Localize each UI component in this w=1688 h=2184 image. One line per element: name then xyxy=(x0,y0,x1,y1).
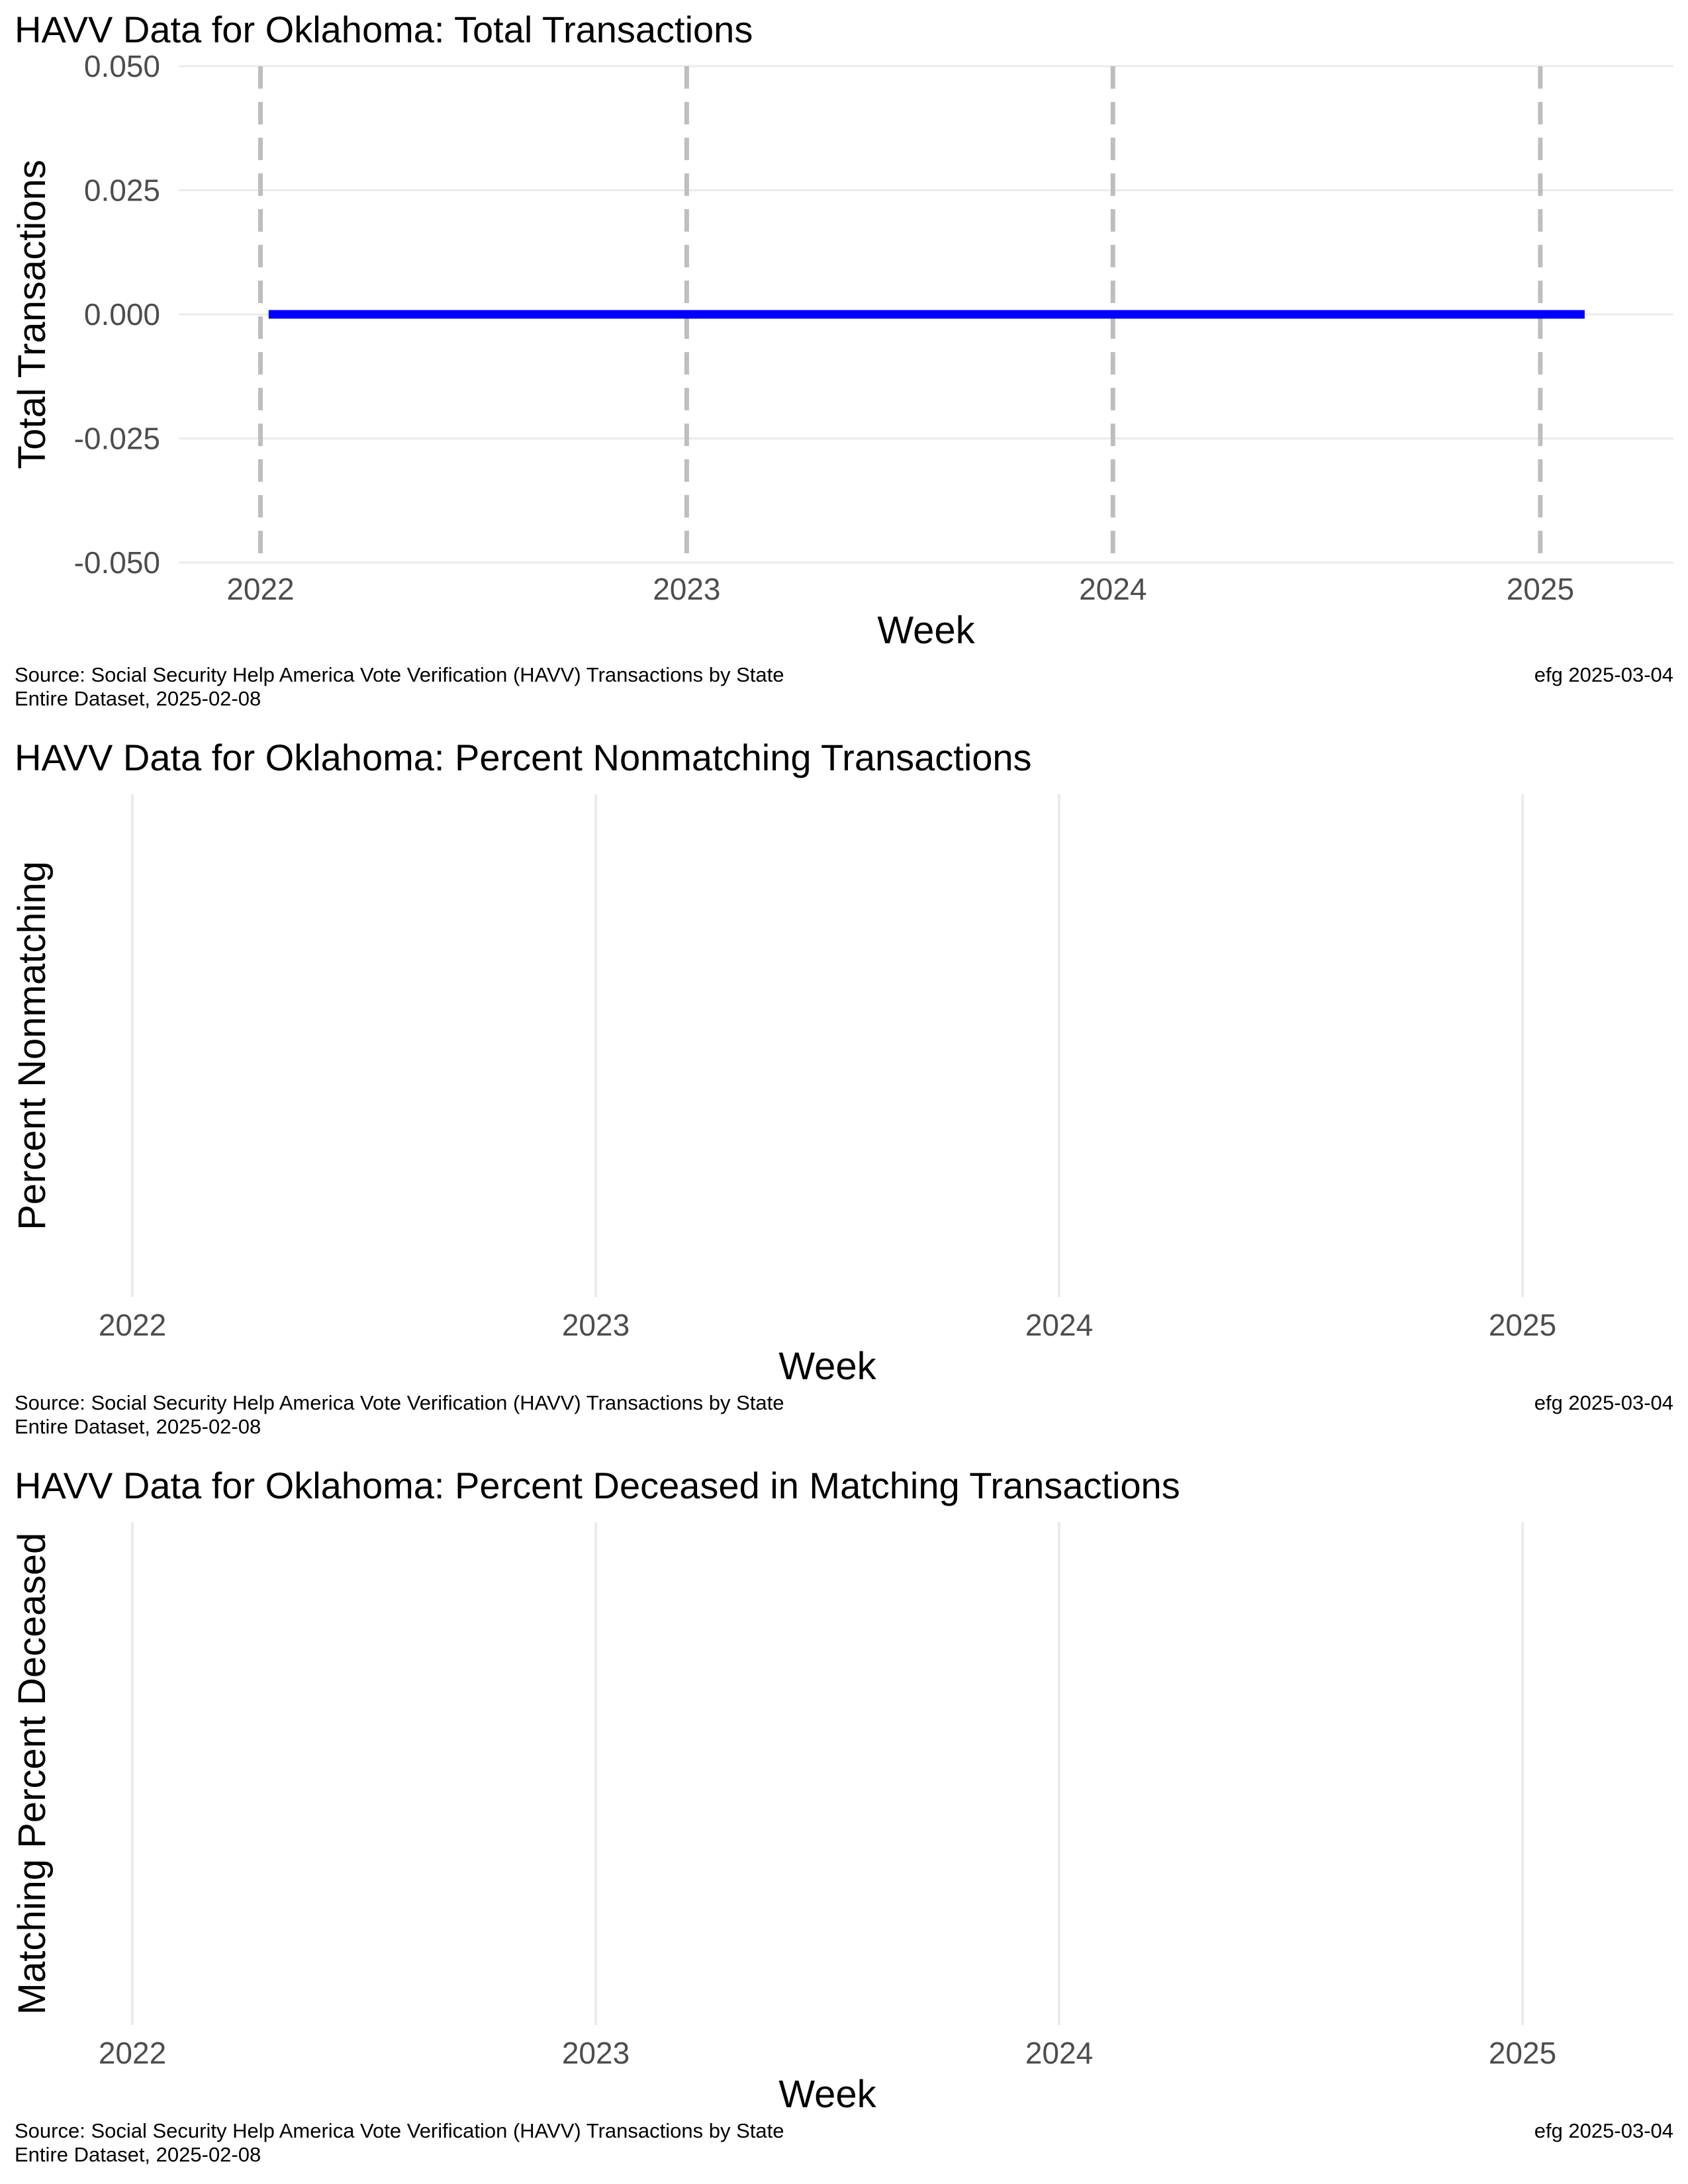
source-line-2: Entire Dataset, 2025-02-08 xyxy=(15,2143,261,2166)
chart-title: HAVV Data for Oklahoma: Total Transactio… xyxy=(15,9,753,50)
source-line-1: Source: Social Security Help America Vot… xyxy=(15,663,784,686)
chart-title: HAVV Data for Oklahoma: Percent Nonmatch… xyxy=(15,737,1032,778)
chart-panel-percent-nonmatching: HAVV Data for Oklahoma: Percent Nonmatch… xyxy=(0,728,1688,1456)
x-axis-label: Week xyxy=(877,609,975,652)
x-tick-label: 2023 xyxy=(653,572,720,606)
source-caption: Source: Social Security Help America Vot… xyxy=(15,663,784,711)
chart-panel-total-transactions: HAVV Data for Oklahoma: Total Transactio… xyxy=(0,0,1688,728)
chart-plot-total-transactions: 0.050 0.025 0.000 -0.025 -0.050 2022 2023 2024 2… xyxy=(11,49,1673,652)
credit-label: efg 2025-03-04 xyxy=(1534,2119,1673,2142)
y-tick-label: -0.025 xyxy=(74,422,160,456)
x-tick-label: 2023 xyxy=(562,1308,630,1342)
source-line-1: Source: Social Security Help America Vot… xyxy=(15,2119,784,2142)
y-tick-label: 0.025 xyxy=(84,173,160,208)
chart-plot-percent-deceased: 2022 2023 2024 2025 Week Matching Percent Dec… xyxy=(11,1522,1556,2116)
y-axis-label: Matching Percent Deceased xyxy=(11,1533,54,2015)
x-tick-label: 2025 xyxy=(1489,1308,1556,1342)
x-tick-label: 2025 xyxy=(1489,2036,1556,2070)
credit-label: efg 2025-03-04 xyxy=(1534,663,1673,686)
chart-title: HAVV Data for Oklahoma: Percent Deceased… xyxy=(15,1465,1180,1506)
y-axis-label: Total Transactions xyxy=(11,159,54,469)
x-tick-label: 2022 xyxy=(99,2036,166,2070)
x-tick-label: 2025 xyxy=(1507,572,1574,606)
x-axis-label: Week xyxy=(778,1345,876,1388)
x-tick-label: 2024 xyxy=(1025,2036,1093,2070)
credit-label: efg 2025-03-04 xyxy=(1534,1391,1673,1414)
x-tick-label: 2024 xyxy=(1079,572,1147,606)
x-tick-label: 2024 xyxy=(1025,1308,1093,1342)
source-caption: Source: Social Security Help America Vot… xyxy=(15,2119,784,2167)
x-axis-label: Week xyxy=(778,2073,876,2116)
source-line-2: Entire Dataset, 2025-02-08 xyxy=(15,687,261,710)
y-tick-label: 0.050 xyxy=(84,49,160,83)
source-line-2: Entire Dataset, 2025-02-08 xyxy=(15,1415,261,1438)
y-tick-label: 0.000 xyxy=(84,297,160,332)
y-axis-label: Percent Nonmatching xyxy=(11,861,54,1230)
x-tick-label: 2022 xyxy=(99,1308,166,1342)
chart-plot-percent-nonmatching: 2022 2023 2024 2025 Week Percent Nonmatching xyxy=(11,794,1556,1388)
source-caption: Source: Social Security Help America Vot… xyxy=(15,1391,784,1439)
y-tick-label: -0.050 xyxy=(74,545,160,580)
x-tick-label: 2022 xyxy=(226,572,294,606)
x-tick-label: 2023 xyxy=(562,2036,630,2070)
chart-panel-percent-deceased: HAVV Data for Oklahoma: Percent Deceased… xyxy=(0,1456,1688,2184)
source-line-1: Source: Social Security Help America Vot… xyxy=(15,1391,784,1414)
